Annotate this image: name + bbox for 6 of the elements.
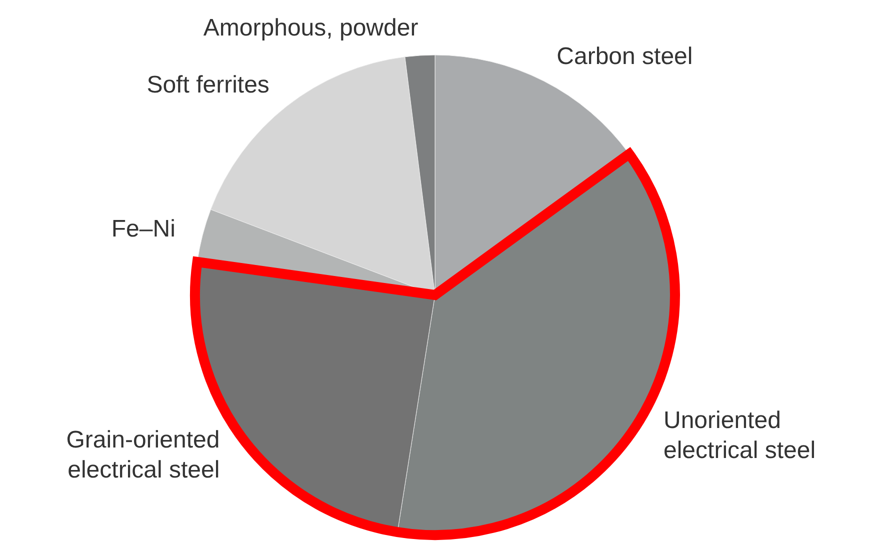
slice-label: Unoriented electrical steel <box>664 407 816 464</box>
slice-label: Carbon steel <box>556 43 693 70</box>
slice-label: Amorphous, powder <box>203 14 418 42</box>
slice-label: Fe–Ni <box>111 215 176 242</box>
slice-label: Grain-oriented electrical steel <box>66 426 220 484</box>
slice-label: Soft ferrites <box>146 71 270 98</box>
